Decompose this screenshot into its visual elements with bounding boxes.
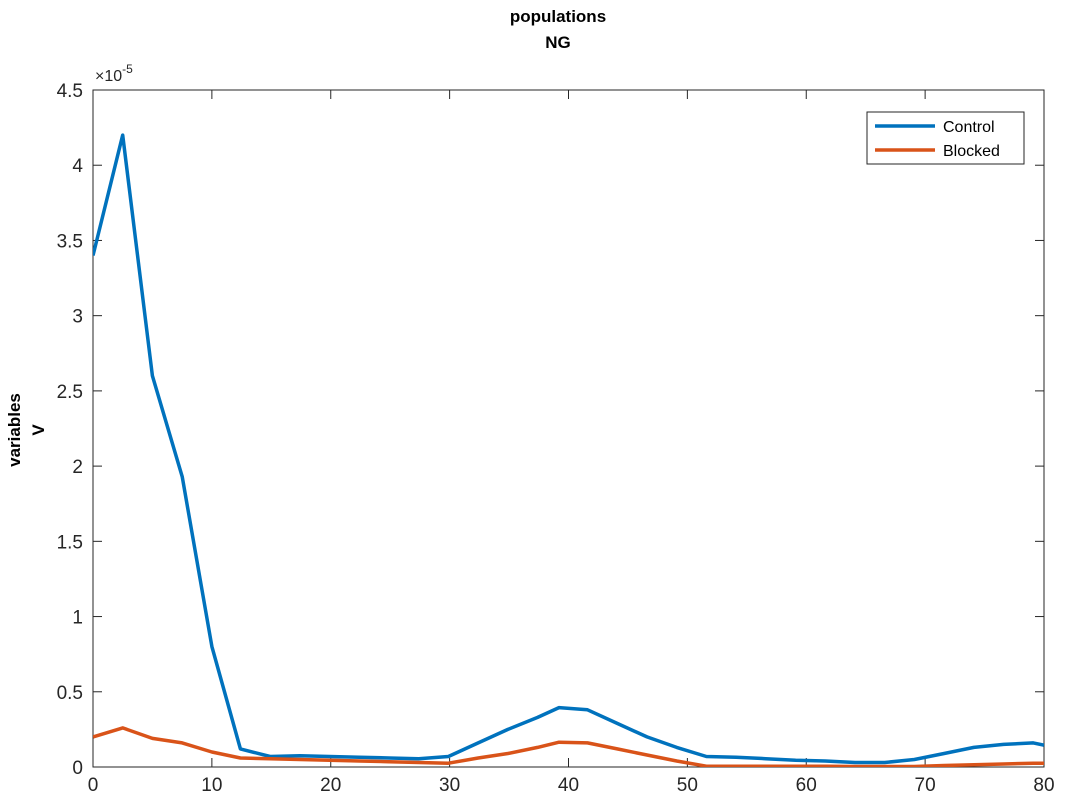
chart-title-line-1: populations — [510, 7, 606, 26]
y-axis-label: variables V — [5, 393, 48, 467]
y-axis-label-line-2: V — [29, 424, 48, 436]
y-tick-label: 1.5 — [57, 532, 83, 553]
legend-label-blocked: Blocked — [943, 143, 1000, 160]
chart-title-line-2: NG — [545, 33, 571, 52]
y-tick-label: 0 — [72, 758, 83, 779]
y-tick-label: 2 — [72, 457, 83, 478]
y-tick-label: 3.5 — [57, 231, 83, 252]
y-exponent-power: -5 — [122, 62, 133, 76]
series-lines — [93, 133, 1044, 767]
x-tick-label: 70 — [915, 775, 936, 796]
y-tick-label: 4 — [72, 156, 83, 177]
series-line-blocked — [93, 726, 1044, 767]
plot-area — [92, 89, 1045, 768]
y-tick-label: 4.5 — [57, 81, 83, 102]
legend-box — [866, 111, 1025, 165]
x-tick-label: 0 — [88, 775, 99, 796]
x-tick-label: 30 — [439, 775, 460, 796]
y-tick-label: 3 — [72, 307, 83, 328]
legend: Control Blocked — [866, 111, 1025, 165]
y-axis-label-line-1: variables — [5, 393, 24, 467]
axis-ticks: 0 10 20 30 40 50 60 70 80 0 0.5 1 1.5 2 2.5 3 3.5 4 4.5 — [57, 81, 1055, 796]
x-tick-label: 10 — [201, 775, 222, 796]
y-exponent-base: ×10 — [95, 68, 122, 85]
y-tick-label: 0.5 — [57, 683, 83, 704]
y-tick-label: 2.5 — [57, 382, 83, 403]
y-tick-label: 1 — [72, 608, 83, 629]
x-tick-label: 40 — [558, 775, 579, 796]
x-tick-label: 20 — [320, 775, 341, 796]
x-tick-label: 50 — [677, 775, 698, 796]
x-tick-label: 60 — [796, 775, 817, 796]
series-line-control — [93, 133, 1044, 765]
legend-label-control: Control — [943, 119, 995, 136]
x-tick-label: 80 — [1033, 775, 1054, 796]
y-exponent-label: ×10-5 — [95, 62, 133, 85]
